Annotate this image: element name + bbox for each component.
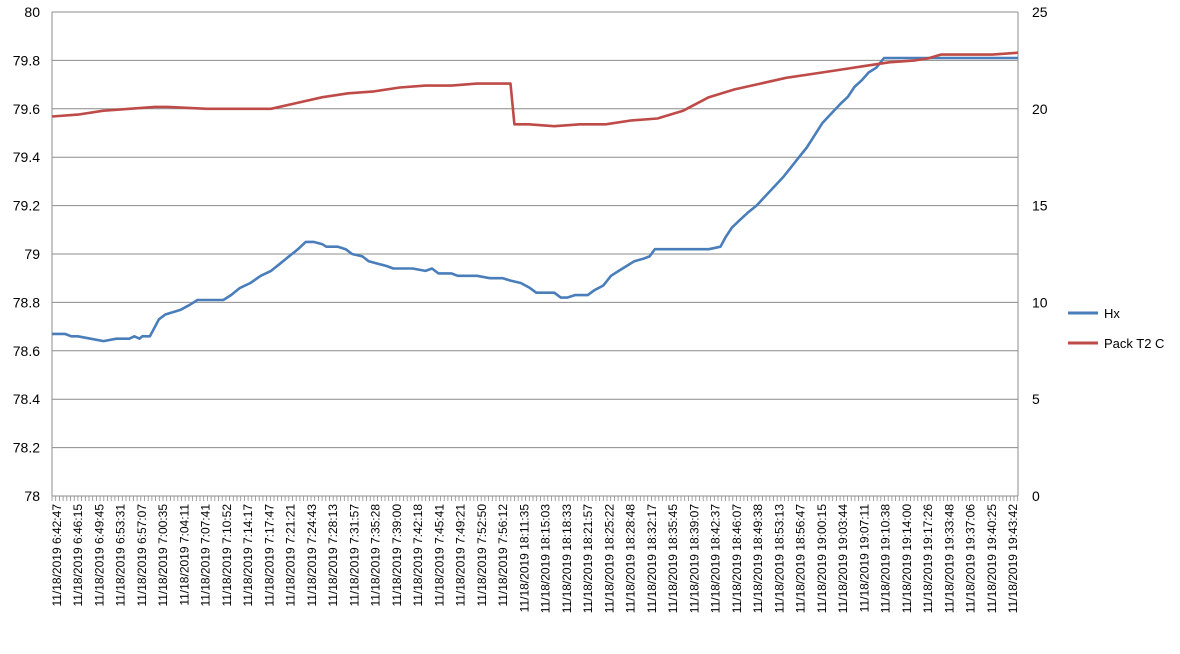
x-tick-label: 11/18/2019 7:10:52 <box>220 504 234 607</box>
x-tick-label: 11/18/2019 18:39:07 <box>687 504 701 614</box>
x-tick-label: 11/18/2019 7:04:11 <box>177 504 191 606</box>
x-tick-label: 11/18/2019 7:49:21 <box>454 504 468 607</box>
series-line-hx <box>52 56 1018 343</box>
left-axis: 78 78.2 78.4 78.6 78.8 79 79.2 79.4 79.6 79.8 80 <box>13 4 40 504</box>
x-tick-label: 11/18/2019 7:14:17 <box>241 504 255 607</box>
right-tick-label: 15 <box>1032 198 1048 214</box>
x-tick-label: 11/18/2019 19:40:25 <box>985 504 999 614</box>
x-tick-label: 11/18/2019 18:56:47 <box>794 504 808 614</box>
x-tick-label: 11/18/2019 7:56:12 <box>496 504 510 607</box>
right-tick-label: 5 <box>1032 391 1040 407</box>
left-tick-label: 78.4 <box>13 391 40 407</box>
x-tick-label: 11/18/2019 19:03:44 <box>836 504 850 614</box>
left-tick-label: 78 <box>24 488 40 504</box>
x-tick-label: 11/18/2019 7:00:35 <box>156 504 170 607</box>
x-tick-label: 11/18/2019 6:46:15 <box>71 504 85 607</box>
x-tick-label: 11/18/2019 7:17:47 <box>262 504 276 607</box>
legend-label: Hx <box>1104 306 1120 321</box>
x-tick-label: 11/18/2019 7:39:00 <box>390 504 404 607</box>
x-tick-label: 11/18/2019 18:49:38 <box>751 504 765 614</box>
left-tick-label: 78.6 <box>13 343 40 359</box>
x-tick-label: 11/18/2019 19:37:06 <box>964 504 978 614</box>
x-tick-label: 11/18/2019 7:42:18 <box>411 504 425 607</box>
left-tick-label: 79.4 <box>13 149 40 165</box>
left-tick-label: 79 <box>24 246 40 262</box>
x-tick-label: 11/18/2019 7:45:41 <box>432 504 446 607</box>
left-tick-label: 78.8 <box>13 294 40 310</box>
x-tick-label: 11/18/2019 7:35:28 <box>369 504 383 607</box>
x-tick-label: 11/18/2019 7:07:41 <box>199 504 213 607</box>
x-tick-label: 11/18/2019 18:35:45 <box>666 504 680 614</box>
legend: Hx Pack T2 C <box>1068 306 1164 351</box>
x-tick-label: 11/18/2019 19:43:42 <box>1006 504 1020 614</box>
legend-label: Pack T2 C <box>1104 336 1164 351</box>
plot-frame <box>51 12 1019 497</box>
right-tick-label: 10 <box>1032 294 1048 310</box>
left-tick-label: 79.6 <box>13 101 40 117</box>
left-tick-label: 79.8 <box>13 52 40 68</box>
x-tick-label: 11/18/2019 6:42:47 <box>50 504 64 607</box>
right-axis: 0 5 10 15 20 25 <box>1032 4 1048 504</box>
series-lines <box>51 51 1019 343</box>
right-tick-label: 0 <box>1032 488 1040 504</box>
x-tick-label: 11/18/2019 18:42:37 <box>709 504 723 614</box>
x-tick-label: 11/18/2019 19:14:00 <box>900 504 914 614</box>
x-tick-label: 11/18/2019 7:31:57 <box>347 504 361 607</box>
x-tick-label: 11/18/2019 7:24:43 <box>305 504 319 607</box>
gridlines <box>52 11 1018 497</box>
left-tick-label: 80 <box>24 4 40 20</box>
right-tick-label: 25 <box>1032 4 1048 20</box>
x-tick-label: 11/18/2019 18:28:48 <box>624 504 638 614</box>
series-line-pack-t2-c <box>51 51 1019 128</box>
x-tick-label: 11/18/2019 19:17:26 <box>921 504 935 614</box>
left-tick-label: 79.2 <box>13 198 40 214</box>
x-tick-label: 11/18/2019 18:18:33 <box>560 504 574 614</box>
x-tick-label: 11/18/2019 19:07:11 <box>857 504 871 613</box>
x-tick-label: 11/18/2019 18:15:03 <box>539 504 553 614</box>
x-tick-label: 11/18/2019 19:33:48 <box>942 504 956 614</box>
x-tick-label: 11/18/2019 19:00:15 <box>815 504 829 614</box>
x-axis: 11/18/2019 6:42:47 11/18/2019 6:46:15 11/1… <box>50 496 1020 613</box>
x-tick-label: 11/18/2019 6:49:45 <box>92 504 106 607</box>
x-tick-label: 11/18/2019 7:21:21 <box>284 504 298 607</box>
x-tick-label: 11/18/2019 6:53:31 <box>114 504 128 607</box>
x-tick-label: 11/18/2019 6:57:07 <box>135 504 149 607</box>
right-tick-label: 20 <box>1032 101 1048 117</box>
x-tick-label: 11/18/2019 18:11:35 <box>517 504 531 613</box>
x-tick-label: 11/18/2019 19:10:38 <box>879 504 893 614</box>
x-tick-label: 11/18/2019 18:46:07 <box>730 504 744 614</box>
left-tick-label: 78.2 <box>13 440 40 456</box>
x-tick-label: 11/18/2019 18:53:13 <box>772 504 786 614</box>
x-tick-label: 11/18/2019 7:28:13 <box>326 504 340 607</box>
x-tick-label: 11/18/2019 18:25:22 <box>602 504 616 614</box>
x-tick-label: 11/18/2019 18:32:17 <box>645 504 659 614</box>
x-tick-label: 11/18/2019 7:52:50 <box>475 504 489 607</box>
x-tick-label: 11/18/2019 18:21:57 <box>581 504 595 614</box>
